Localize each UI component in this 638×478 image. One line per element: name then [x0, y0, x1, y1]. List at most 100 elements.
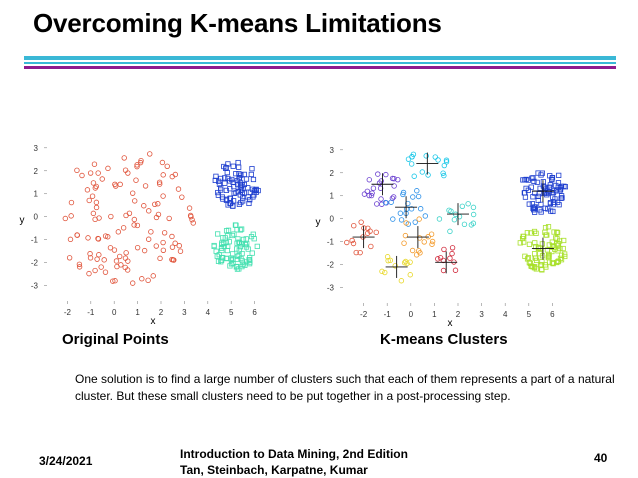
data-point	[416, 216, 422, 222]
data-point	[561, 183, 567, 189]
data-point	[237, 244, 244, 250]
x-axis-label: x	[151, 316, 156, 327]
data-point	[375, 171, 381, 177]
data-point	[145, 236, 152, 242]
data-point	[544, 192, 550, 198]
x-tick-label: -2	[64, 308, 72, 317]
data-point	[150, 273, 156, 279]
data-point	[139, 276, 145, 282]
data-point	[66, 255, 73, 261]
data-point	[166, 215, 172, 222]
data-point	[68, 213, 74, 219]
data-point	[148, 229, 154, 235]
data-point	[555, 259, 561, 265]
centroid-marker	[352, 226, 375, 249]
data-point	[409, 247, 416, 254]
data-point	[186, 205, 193, 211]
slide-title: Overcoming K-means Limitations	[33, 8, 442, 38]
data-point	[437, 255, 444, 261]
data-point	[402, 232, 409, 239]
data-point	[366, 177, 372, 183]
data-point	[216, 181, 223, 187]
data-point	[517, 240, 523, 246]
data-point	[528, 184, 534, 190]
data-point	[368, 243, 374, 250]
data-point	[555, 199, 561, 205]
data-point	[400, 191, 406, 198]
y-axis-label: y	[316, 217, 321, 228]
data-point	[531, 251, 538, 257]
x-tick-label: 1	[135, 308, 140, 317]
data-point	[390, 216, 396, 222]
data-point	[76, 261, 83, 267]
data-point	[412, 219, 418, 225]
title-rule-cyan-thin	[24, 62, 616, 64]
data-point	[240, 195, 246, 201]
data-point	[240, 236, 247, 243]
data-point	[385, 257, 391, 264]
data-point	[253, 189, 259, 195]
y-tick-label: -1	[31, 236, 39, 245]
data-point	[157, 255, 163, 262]
centroid-marker	[406, 226, 429, 249]
data-point	[96, 252, 102, 258]
data-point	[415, 193, 422, 200]
data-point	[112, 181, 118, 188]
data-point	[87, 170, 94, 176]
x-axis-label: x	[448, 318, 453, 329]
data-point	[229, 232, 236, 239]
data-point	[525, 177, 531, 183]
data-point	[551, 187, 557, 194]
data-point	[152, 201, 158, 208]
data-point	[554, 188, 560, 194]
x-tick-label: 4	[206, 308, 211, 317]
data-point	[223, 164, 229, 171]
data-point	[93, 204, 100, 211]
data-point	[398, 278, 405, 284]
x-tick-label: 6	[550, 310, 555, 319]
data-point	[254, 243, 260, 249]
data-point	[156, 181, 163, 187]
data-point	[87, 251, 93, 257]
data-point	[246, 200, 252, 207]
data-point	[526, 260, 532, 266]
data-point	[218, 257, 225, 264]
x-tick-label: -1	[87, 308, 95, 317]
data-point	[153, 243, 159, 249]
data-point	[425, 172, 431, 178]
data-point	[172, 240, 178, 246]
data-point	[349, 237, 355, 244]
data-point	[555, 258, 562, 264]
data-point	[190, 220, 196, 226]
y-tick-label: 0	[330, 215, 335, 224]
data-point	[218, 245, 225, 251]
data-point	[247, 255, 253, 261]
data-point	[528, 230, 534, 236]
data-point	[551, 199, 557, 205]
data-point	[546, 253, 552, 260]
data-point	[250, 176, 257, 183]
data-point	[239, 250, 245, 257]
data-point	[215, 231, 221, 237]
data-point	[90, 210, 97, 217]
data-point	[110, 278, 116, 284]
data-point	[223, 228, 230, 234]
y-tick-label: -1	[327, 238, 335, 247]
centroid-marker	[385, 255, 408, 278]
data-point	[145, 277, 151, 284]
x-tick-label: 0	[112, 308, 117, 317]
data-point	[555, 180, 562, 186]
data-point	[243, 236, 249, 242]
data-point	[115, 229, 122, 235]
data-point	[237, 227, 244, 233]
y-tick-label: 3	[34, 144, 39, 153]
data-point	[401, 240, 407, 246]
data-point	[435, 157, 441, 163]
data-point	[122, 167, 129, 173]
caption-original-points: Original Points	[62, 331, 169, 348]
data-point	[159, 159, 166, 166]
data-point	[247, 189, 253, 196]
data-point	[537, 251, 543, 257]
data-point	[223, 187, 229, 194]
data-point	[233, 171, 239, 177]
